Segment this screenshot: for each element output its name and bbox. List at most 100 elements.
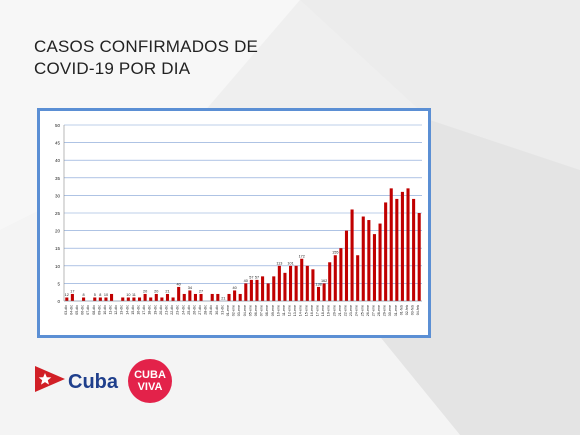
- y-tick-label: 15: [55, 246, 61, 251]
- x-tick-label: 10-dic: [103, 305, 107, 315]
- x-tick-label: 29-ene: [383, 305, 387, 316]
- cuba-flag-star-icon: [35, 366, 65, 392]
- bar: [188, 290, 192, 301]
- bar: [82, 297, 86, 301]
- bar: [389, 188, 393, 301]
- x-tick-label: 04-feb: [416, 305, 420, 315]
- y-tick-label: 35: [55, 176, 61, 181]
- x-tick-label: 17-dic: [142, 305, 146, 315]
- data-label: 8: [99, 293, 101, 297]
- bar: [406, 188, 410, 301]
- x-tick-label: 12-ene: [288, 305, 292, 316]
- bar: [216, 293, 220, 301]
- x-tick-label: 18-ene: [321, 305, 325, 316]
- x-tick-label: 20-ene: [332, 305, 336, 316]
- bar: [65, 297, 69, 301]
- data-label: 21: [165, 289, 169, 293]
- data-label: 162: [321, 279, 327, 283]
- title-line-2: COVID-19 POR DIA: [34, 59, 191, 78]
- data-label: 34: [188, 286, 192, 290]
- bar: [149, 297, 153, 301]
- bar: [316, 286, 321, 301]
- bar: [132, 297, 136, 301]
- bar: [367, 220, 371, 301]
- x-tick-label: 24-ene: [355, 305, 359, 316]
- data-label: 20: [143, 289, 147, 293]
- x-tick-label: 23-dic: [176, 305, 180, 315]
- x-tick-label: 13-ene: [293, 305, 297, 316]
- data-label: 172: [299, 254, 305, 258]
- data-label: 27: [199, 289, 203, 293]
- y-tick-label: 20: [55, 229, 61, 234]
- x-tick-label: 11-ene: [282, 305, 286, 316]
- data-label: 57: [255, 275, 259, 279]
- data-label: 8: [83, 293, 85, 297]
- x-tick-label: 07-dic: [86, 305, 90, 315]
- x-tick-label: 09-ene: [271, 305, 275, 316]
- bar: [311, 269, 315, 301]
- x-tick-label: 18-dic: [148, 305, 152, 315]
- data-label: 155: [332, 251, 338, 255]
- x-tick-label: 30-ene: [388, 305, 392, 316]
- bar: [272, 276, 276, 301]
- x-tick-label: 05-dic: [75, 305, 79, 315]
- bar: [182, 293, 186, 301]
- bar: [339, 248, 343, 301]
- x-tick-label: 20-dic: [159, 305, 163, 315]
- bar: [361, 216, 365, 301]
- data-label: 20: [154, 289, 158, 293]
- y-tick-label: 30: [55, 193, 61, 198]
- data-label: 21: [221, 297, 225, 301]
- x-tick-label: 26-ene: [366, 305, 370, 316]
- bar: [333, 255, 337, 301]
- x-tick-label: 01-ene: [226, 305, 230, 316]
- x-tick-label: 04-ene: [243, 305, 247, 316]
- bar: [300, 258, 304, 301]
- x-tick-label: 08-ene: [265, 305, 269, 316]
- x-tick-label: 25-ene: [360, 305, 364, 316]
- bar: [384, 202, 388, 301]
- x-tick-label: 19-ene: [327, 305, 331, 316]
- data-label: 113: [276, 261, 282, 265]
- x-tick-label: 31-dic: [220, 305, 224, 315]
- viva-logo-bottom: VIVA: [138, 381, 163, 393]
- bar: [266, 283, 270, 301]
- data-label: 101: [287, 261, 293, 265]
- y-tick-label: 45: [55, 141, 61, 146]
- x-tick-label: 03-ene: [237, 305, 241, 316]
- x-tick-label: 28-dic: [204, 305, 208, 315]
- x-tick-label: 26-dic: [192, 305, 196, 315]
- bar: [70, 293, 74, 301]
- bar: [305, 265, 309, 301]
- x-tick-label: 27-ene: [371, 305, 375, 316]
- x-tick-label: 12-dic: [114, 305, 118, 315]
- x-tick-label: 30-dic: [215, 305, 219, 315]
- x-tick-label: 14-ene: [299, 305, 303, 316]
- bar: [244, 283, 248, 301]
- bar: [98, 297, 102, 301]
- bar: [261, 276, 265, 301]
- cuba-viva-circle-icon: CUBA VIVA: [128, 359, 172, 403]
- bar: [137, 297, 142, 301]
- x-tick-label: 01-feb: [399, 305, 403, 315]
- x-tick-label: 22-ene: [343, 305, 347, 316]
- bar: [210, 293, 214, 301]
- y-tick-label: 40: [55, 158, 61, 163]
- bar: [121, 297, 125, 301]
- x-tick-label: 29-dic: [209, 305, 213, 315]
- y-tick-label: 0: [57, 299, 60, 304]
- data-label: 40: [244, 279, 248, 283]
- x-tick-label: 27-dic: [198, 305, 202, 315]
- x-tick-label: 06-dic: [81, 305, 85, 315]
- title-line-1: CASOS CONFIRMADOS DE: [34, 37, 259, 56]
- bar: [289, 265, 293, 301]
- bar: [395, 198, 399, 301]
- x-tick-label: 11-dic: [109, 305, 113, 315]
- data-label: 17: [70, 289, 74, 293]
- data-label: 10: [126, 293, 130, 297]
- x-tick-label: 03-feb: [411, 305, 415, 315]
- bar: [93, 297, 97, 301]
- bar: [283, 272, 287, 301]
- x-tick-label: 09-dic: [97, 305, 101, 315]
